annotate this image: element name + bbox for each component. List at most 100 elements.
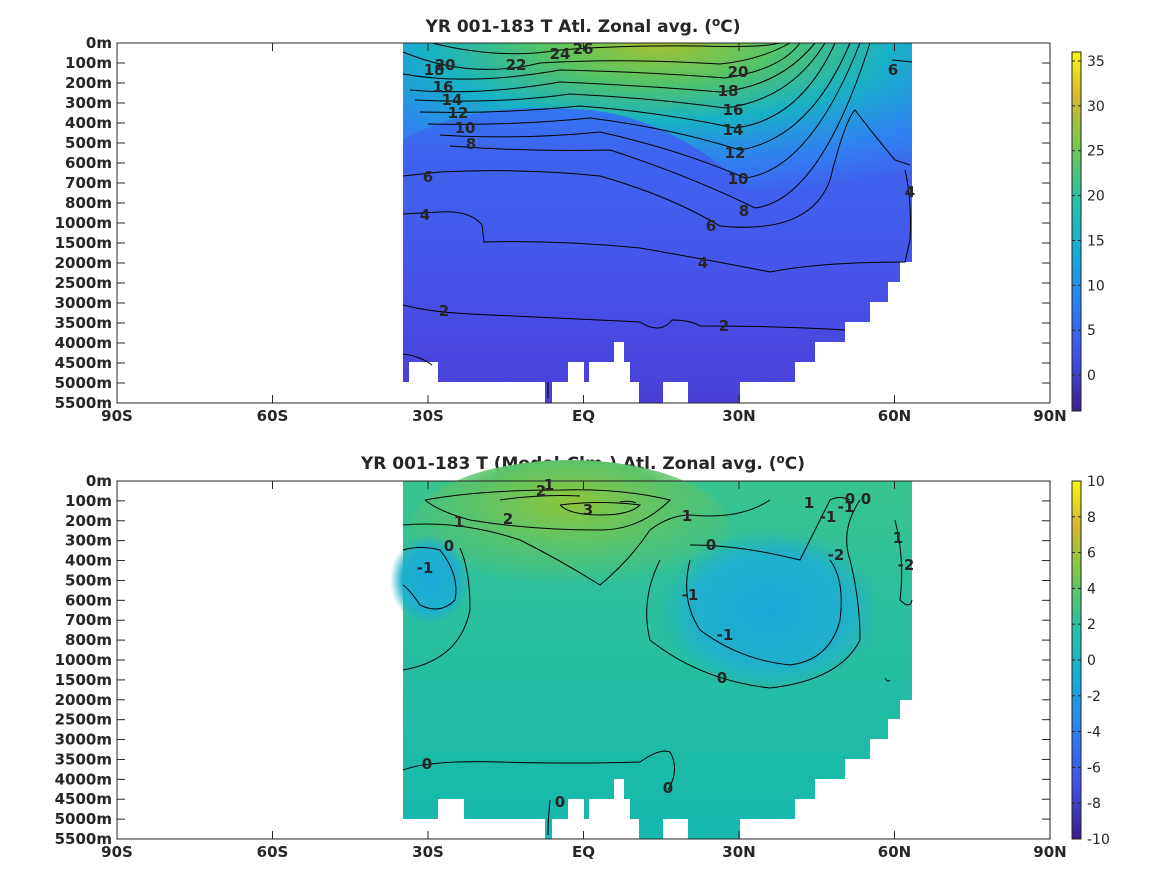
svg-text:14: 14: [442, 91, 463, 109]
y-tick-label: 5000m: [55, 810, 112, 828]
contour-labels: 2 1 2 3 1 1 0 -1 0 -1 -1 0 0 1 -1 -1 0 -…: [417, 476, 915, 811]
y-tick-label: 200m: [65, 512, 112, 530]
svg-text:18: 18: [718, 82, 739, 100]
y-tick-label: 100m: [65, 492, 112, 510]
svg-text:0: 0: [422, 755, 432, 773]
y-tick-label: 100m: [65, 54, 112, 72]
x-tick-label: 60S: [257, 407, 289, 425]
svg-text:14: 14: [723, 121, 744, 139]
contour-lines: [402, 489, 913, 836]
svg-text:8: 8: [466, 135, 476, 153]
y-tick-label: 500m: [65, 571, 112, 589]
y-tick-label: 700m: [65, 174, 112, 192]
svg-text:1: 1: [893, 529, 903, 547]
colorbar: 10 8 6 4 2 0 -2 -4 -6 -8 -10: [1071, 474, 1110, 848]
svg-text:12: 12: [448, 104, 469, 122]
svg-text:0: 0: [845, 490, 855, 508]
svg-text:12: 12: [725, 144, 746, 162]
x-axis: 90S 60S 30S EQ 30N 60N 90N: [101, 43, 1067, 425]
y-tick-label: 1000m: [55, 214, 112, 232]
y-tick-label: 2000m: [55, 691, 112, 709]
svg-text:2: 2: [536, 482, 546, 500]
colorbar: 35 30 25 20 15 10 5 0: [1071, 51, 1105, 412]
svg-text:8: 8: [739, 202, 749, 220]
colorbar-tick-label: -2: [1087, 689, 1101, 705]
x-tick-label: 60N: [878, 407, 911, 425]
y-tick-label: 3500m: [55, 314, 112, 332]
svg-text:16: 16: [433, 78, 454, 96]
svg-text:2: 2: [439, 302, 449, 320]
svg-text:6: 6: [888, 61, 898, 79]
svg-text:0: 0: [663, 779, 673, 797]
y-tick-label: 800m: [65, 631, 112, 649]
svg-text:1: 1: [544, 476, 554, 494]
svg-text:0: 0: [444, 537, 454, 555]
svg-text:6: 6: [706, 217, 716, 235]
svg-text:4: 4: [420, 206, 430, 224]
y-tick-label: 1500m: [55, 234, 112, 252]
colorbar-gradient: [1071, 51, 1082, 412]
y-tick-label: 2500m: [55, 274, 112, 292]
y-tick-label: 5500m: [55, 394, 112, 412]
colorbar-tick-label: -6: [1087, 760, 1101, 776]
y-tick-label: 4000m: [55, 770, 112, 788]
y-tick-label: 4000m: [55, 334, 112, 352]
x-tick-label: 90S: [101, 407, 133, 425]
svg-text:24: 24: [550, 45, 571, 63]
contour-lines: [402, 42, 913, 398]
colorbar-tick-label: 25: [1087, 144, 1105, 160]
y-tick-label: 300m: [65, 94, 112, 112]
x-tick-label: 30S: [412, 407, 444, 425]
svg-text:0: 0: [555, 793, 565, 811]
colorbar-tick-label: 10: [1087, 278, 1105, 294]
svg-text:1: 1: [682, 507, 692, 525]
y-tick-label: 2500m: [55, 711, 112, 729]
y-tick-label: 4500m: [55, 790, 112, 808]
colorbar-tick-label: 0: [1087, 368, 1096, 384]
svg-text:16: 16: [723, 101, 744, 119]
svg-text:-1: -1: [717, 626, 734, 644]
svg-text:-1: -1: [682, 586, 699, 604]
colorbar-tick-label: 2: [1087, 617, 1096, 633]
svg-text:20: 20: [728, 63, 749, 81]
panel-temperature: YR 001-183 T Atl. Zonal avg. (oC): [55, 15, 1105, 425]
colorbar-tick-label: 4: [1087, 581, 1096, 597]
colorbar-tick-label: -4: [1087, 725, 1101, 741]
y-tick-label: 0m: [86, 472, 112, 490]
x-tick-label: 90N: [1033, 407, 1066, 425]
colorbar-tick-label: 35: [1087, 54, 1105, 70]
contour-labels: 20 18 16 14 12 10 8 24 26 22 20 18 16 14…: [420, 40, 915, 335]
x-tick-label: 60S: [257, 843, 289, 861]
y-tick-label: 400m: [65, 114, 112, 132]
x-tick-label: 30N: [722, 407, 755, 425]
y-tick-label: 3500m: [55, 750, 112, 768]
y-tick-label: 200m: [65, 74, 112, 92]
colorbar-tick-label: -10: [1087, 832, 1110, 848]
colorbar-tick-label: -8: [1087, 796, 1101, 812]
svg-text:6: 6: [423, 168, 433, 186]
y-tick-label: 2000m: [55, 254, 112, 272]
panel-temperature-anomaly: YR 001-183 T (Model-Clm.) Atl. Zonal avg…: [55, 452, 1110, 861]
svg-text:10: 10: [728, 170, 749, 188]
y-tick-label: 600m: [65, 591, 112, 609]
y-tick-label: 5000m: [55, 374, 112, 392]
x-tick-label: 30N: [722, 843, 755, 861]
y-tick-label: 0m: [86, 34, 112, 52]
y-tick-label: 700m: [65, 611, 112, 629]
colorbar-tick-label: 20: [1087, 189, 1105, 205]
y-tick-label: 5500m: [55, 830, 112, 848]
svg-text:0: 0: [717, 669, 727, 687]
y-tick-label: 800m: [65, 194, 112, 212]
y-tick-label: 400m: [65, 552, 112, 570]
colorbar-tick-label: 10: [1087, 474, 1105, 490]
svg-text:2: 2: [719, 317, 729, 335]
x-tick-label: EQ: [572, 407, 595, 425]
svg-text:20: 20: [435, 56, 456, 74]
chart-title-temperature: YR 001-183 T Atl. Zonal avg. (oC): [425, 15, 741, 37]
y-tick-label: 3000m: [55, 731, 112, 749]
colorbar-ticks: 10 8 6 4 2 0 -2 -4 -6 -8 -10: [1072, 474, 1110, 848]
y-tick-label: 500m: [65, 134, 112, 152]
svg-text:3: 3: [583, 501, 593, 519]
x-tick-label: 90S: [101, 843, 133, 861]
